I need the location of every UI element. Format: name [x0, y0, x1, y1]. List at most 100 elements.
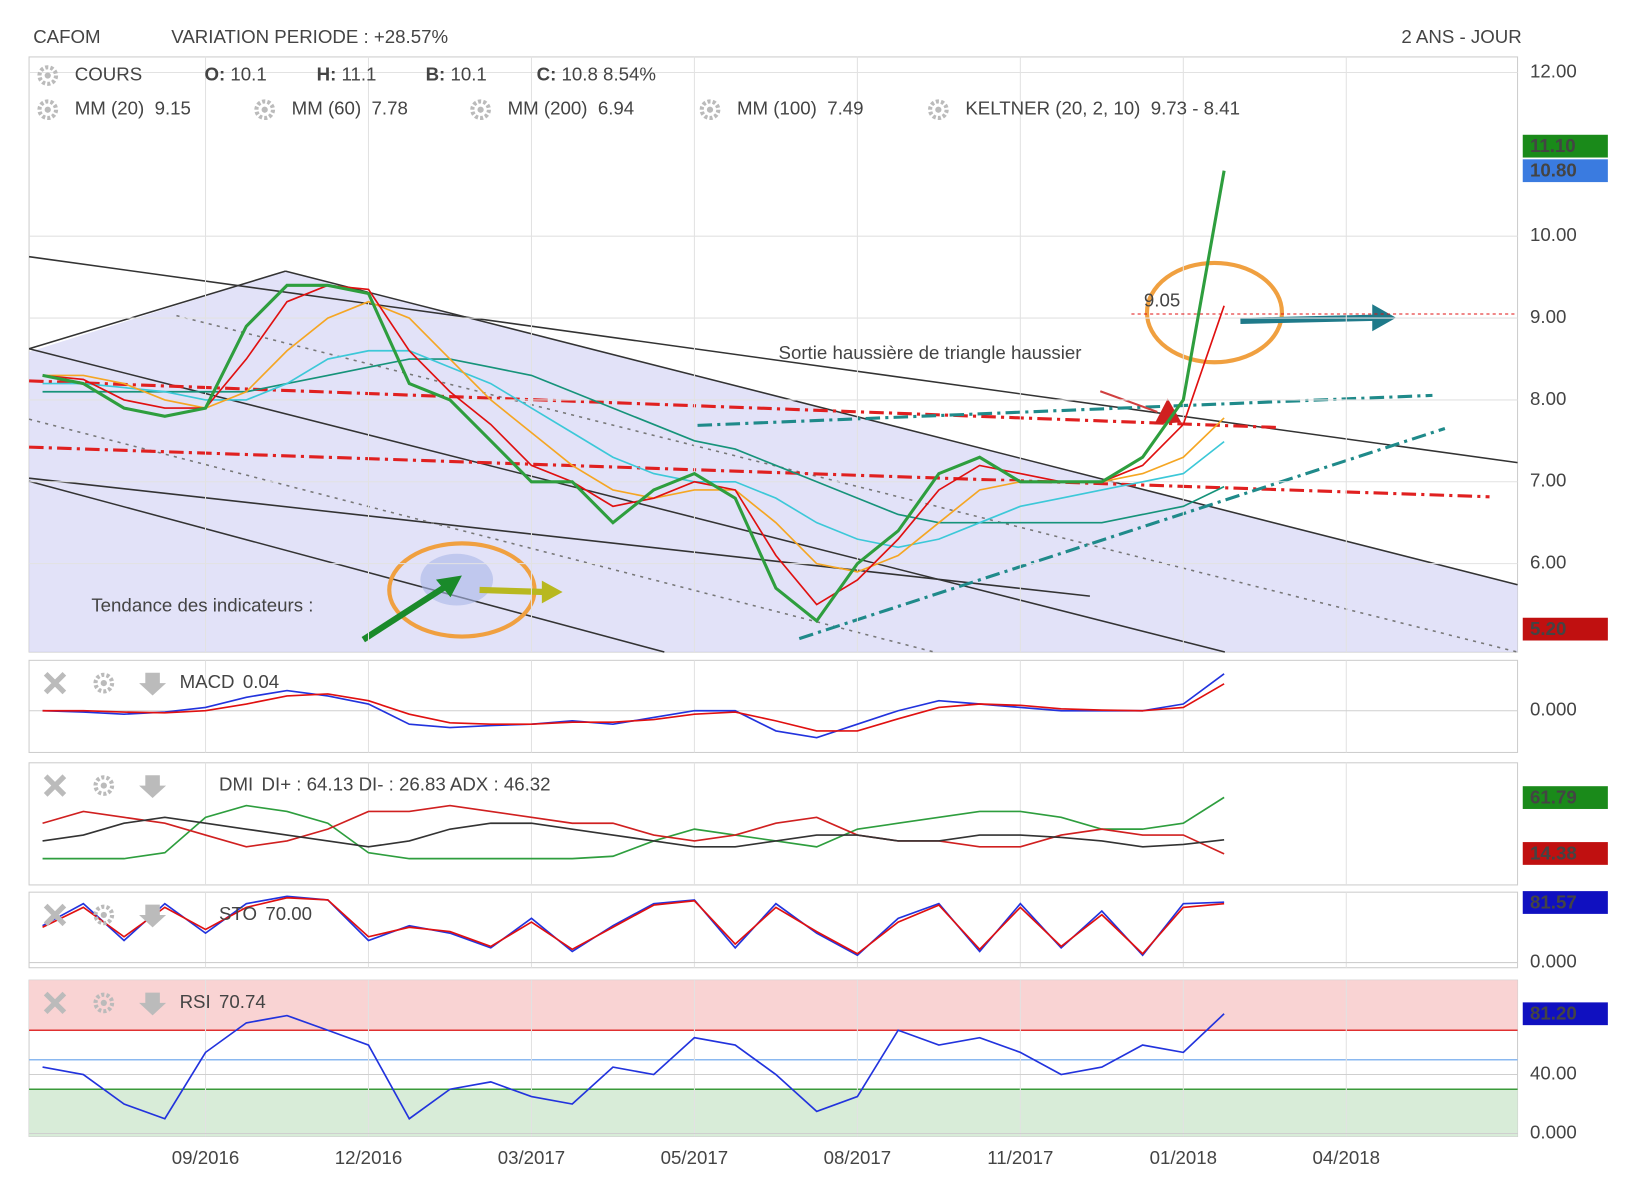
legend-value: 9.73 - 8.41 — [1151, 98, 1240, 119]
gear-icon — [93, 672, 115, 694]
price-tag-label: 81.20 — [1530, 1003, 1577, 1024]
overbought-zone — [29, 980, 1518, 1031]
series-line — [42, 804, 1225, 855]
support-line — [29, 445, 1490, 499]
y-tick-label: 12.00 — [1530, 60, 1577, 81]
price-tag-label: 5.20 — [1530, 618, 1566, 639]
close-icon — [43, 991, 67, 1015]
gear-hub — [261, 106, 268, 113]
quote-label: O: — [204, 63, 225, 84]
x-tick-label: 09/2016 — [172, 1147, 239, 1168]
arrow-head — [541, 580, 563, 604]
x-tick-label: 08/2017 — [824, 1147, 891, 1168]
arrow — [1099, 390, 1158, 413]
gear-icon — [254, 99, 276, 121]
legend-cours: COURS — [75, 63, 142, 84]
level-label: 9.05 — [1144, 289, 1180, 310]
gear-hub — [44, 106, 51, 113]
gear-hub — [935, 106, 942, 113]
arrow-head — [435, 575, 462, 598]
gear-hub — [100, 911, 107, 919]
move-icon — [139, 672, 167, 696]
triangle-line — [798, 427, 1446, 641]
quote-label: B: — [426, 63, 446, 84]
y-tick-label: 40.00 — [1530, 1062, 1577, 1083]
quote-label: H: — [317, 63, 337, 84]
gear-hub — [100, 999, 107, 1007]
legend-name: MM (100) — [737, 98, 817, 119]
price-tag — [1522, 786, 1608, 809]
quote-change: 8.54% — [603, 63, 656, 84]
period: 2 ANS - JOUR — [1401, 26, 1521, 47]
highlight-ellipse — [1144, 260, 1285, 365]
arrow — [361, 582, 451, 643]
price-tag — [1522, 617, 1608, 641]
indicator-name: STO — [219, 903, 257, 924]
y-tick-label: 9.00 — [1530, 306, 1566, 327]
series-line — [42, 895, 1225, 957]
quote-value: 10.1 — [230, 63, 266, 84]
y-tick-label: 6.00 — [1530, 552, 1566, 573]
indicator-value: 70.74 — [219, 991, 266, 1012]
variation: VARIATION PERIODE : +28.57% — [171, 26, 448, 47]
gear-hub — [100, 679, 107, 687]
y-tick-label: 10.00 — [1530, 224, 1577, 245]
gear-icon — [37, 99, 59, 121]
indicator-value: DI+ : 64.13 DI- : 26.83 ADX : 46.32 — [262, 774, 551, 795]
channel-mid — [28, 418, 935, 653]
arrow — [479, 586, 546, 596]
price-tag — [1522, 891, 1608, 914]
y-tick-label: 7.00 — [1530, 470, 1566, 491]
x-tick-label: 12/2016 — [335, 1147, 402, 1168]
series-line — [42, 284, 1225, 606]
quote-label: C: — [537, 63, 557, 84]
gear-hub — [44, 72, 51, 79]
y-tick-label: 8.00 — [1530, 388, 1566, 409]
symbol: CAFOM — [33, 26, 100, 47]
legend-name: KELTNER (20, 2, 10) — [965, 98, 1140, 119]
chart-area: CAFOM VARIATION PERIODE : +28.57% 2 ANS … — [28, 26, 1608, 1168]
x-tick-label: 04/2018 — [1313, 1147, 1380, 1168]
close-icon — [43, 671, 67, 695]
quote-value: 10.8 — [562, 63, 598, 84]
gear-icon — [470, 99, 491, 121]
x-tick-label: 05/2017 — [661, 1147, 728, 1168]
quote-value: 11.1 — [341, 63, 376, 84]
indicator-panel — [28, 891, 1519, 969]
gear-icon — [927, 99, 949, 121]
trend-line — [28, 480, 665, 653]
legend-name: MM (200) — [508, 98, 588, 119]
series-line — [42, 358, 1225, 524]
quote-value: 10.1 — [450, 63, 486, 84]
channel-mid — [176, 314, 1518, 653]
price-tag-label: 81.57 — [1530, 891, 1577, 912]
gear-icon — [93, 992, 115, 1014]
price-tag — [1522, 134, 1608, 158]
annotation: Tendance des indicateurs : — [91, 594, 313, 615]
triangle-line — [697, 393, 1433, 427]
trend-line — [285, 270, 1518, 586]
price-tag — [1522, 842, 1608, 865]
indicator-panel — [28, 659, 1519, 753]
trend-line — [28, 270, 286, 350]
gear-hub — [477, 106, 484, 113]
price-tag — [1522, 1002, 1608, 1026]
y-tick-label: 0.000 — [1530, 1121, 1577, 1142]
close-icon — [43, 903, 67, 927]
annotation: Sortie haussière de triangle haussier — [779, 342, 1082, 363]
close-icon — [43, 774, 67, 797]
gear-icon — [699, 99, 721, 121]
legend-name: MM (60) — [292, 98, 361, 119]
series-line — [42, 349, 1225, 549]
series-line — [42, 1013, 1225, 1120]
indicator-name: RSI — [180, 991, 211, 1012]
legend-name: MM (20) — [75, 98, 144, 119]
indicator-name: MACD — [180, 671, 235, 692]
price-tag-label: 14.38 — [1530, 842, 1577, 863]
move-icon — [139, 775, 167, 798]
x-tick-label: 03/2017 — [498, 1147, 565, 1168]
indicator-value: 70.00 — [265, 903, 312, 924]
series-line — [42, 170, 1226, 624]
series-line — [42, 683, 1225, 732]
